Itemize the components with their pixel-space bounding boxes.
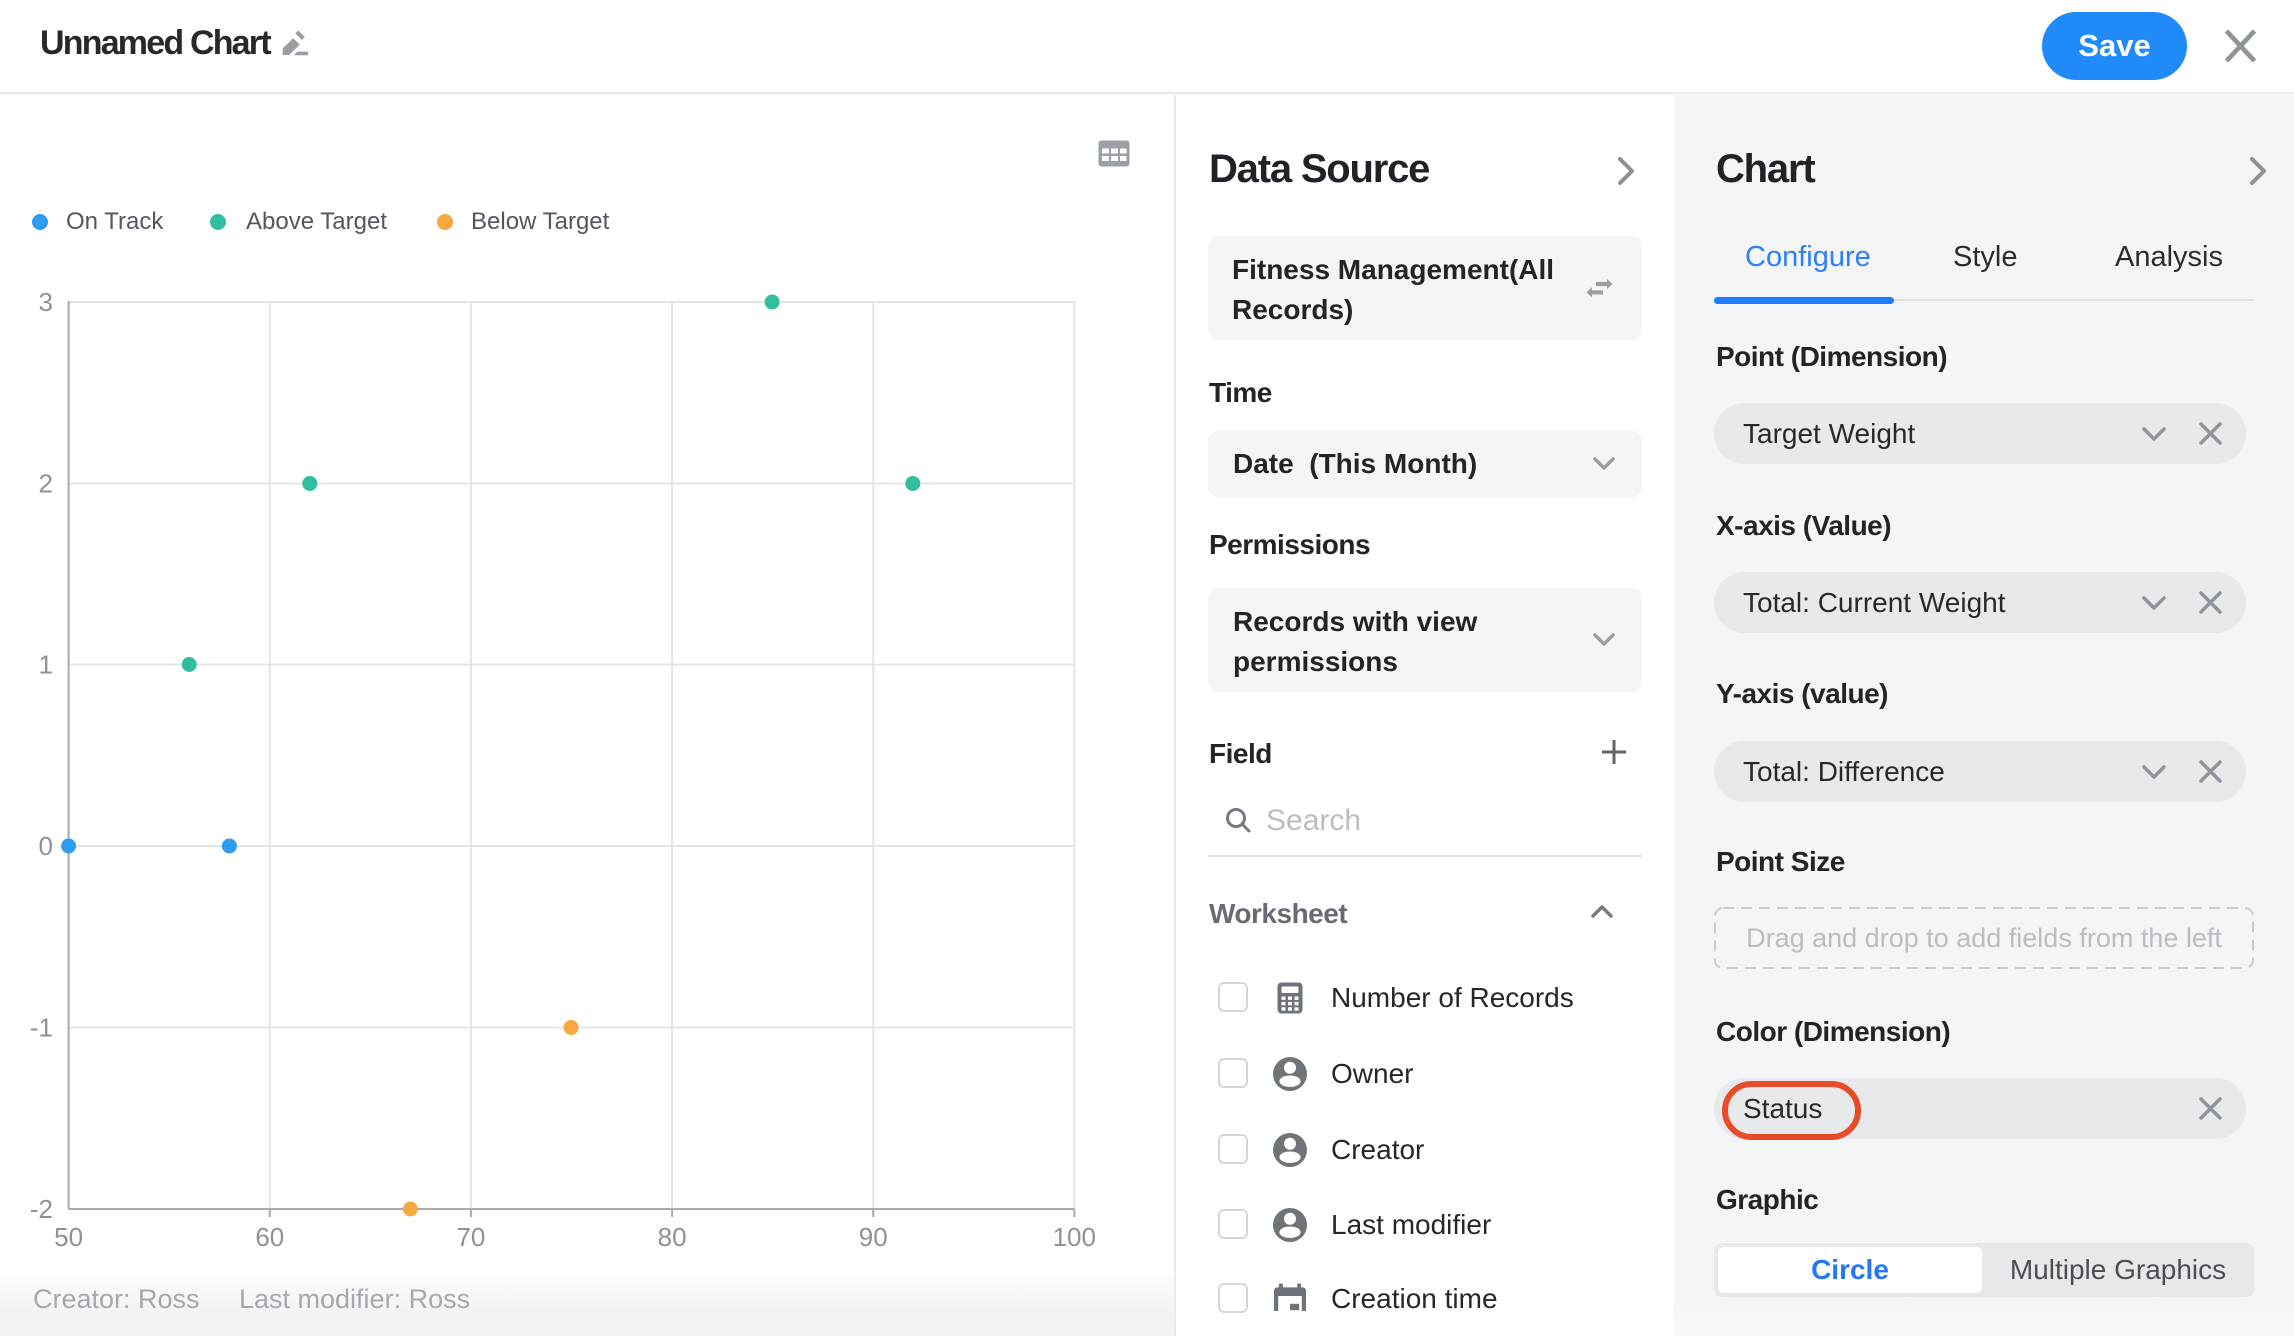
svg-text:3: 3 — [39, 287, 53, 317]
svg-text:-2: -2 — [30, 1194, 53, 1224]
svg-text:100: 100 — [1053, 1222, 1096, 1252]
svg-text:2: 2 — [39, 469, 53, 499]
svg-text:60: 60 — [255, 1222, 284, 1252]
svg-text:70: 70 — [456, 1222, 485, 1252]
svg-text:1: 1 — [39, 650, 53, 680]
svg-text:50: 50 — [54, 1222, 83, 1252]
svg-text:90: 90 — [859, 1222, 888, 1252]
svg-text:0: 0 — [39, 831, 53, 861]
svg-text:80: 80 — [658, 1222, 687, 1252]
svg-text:-1: -1 — [30, 1013, 53, 1043]
